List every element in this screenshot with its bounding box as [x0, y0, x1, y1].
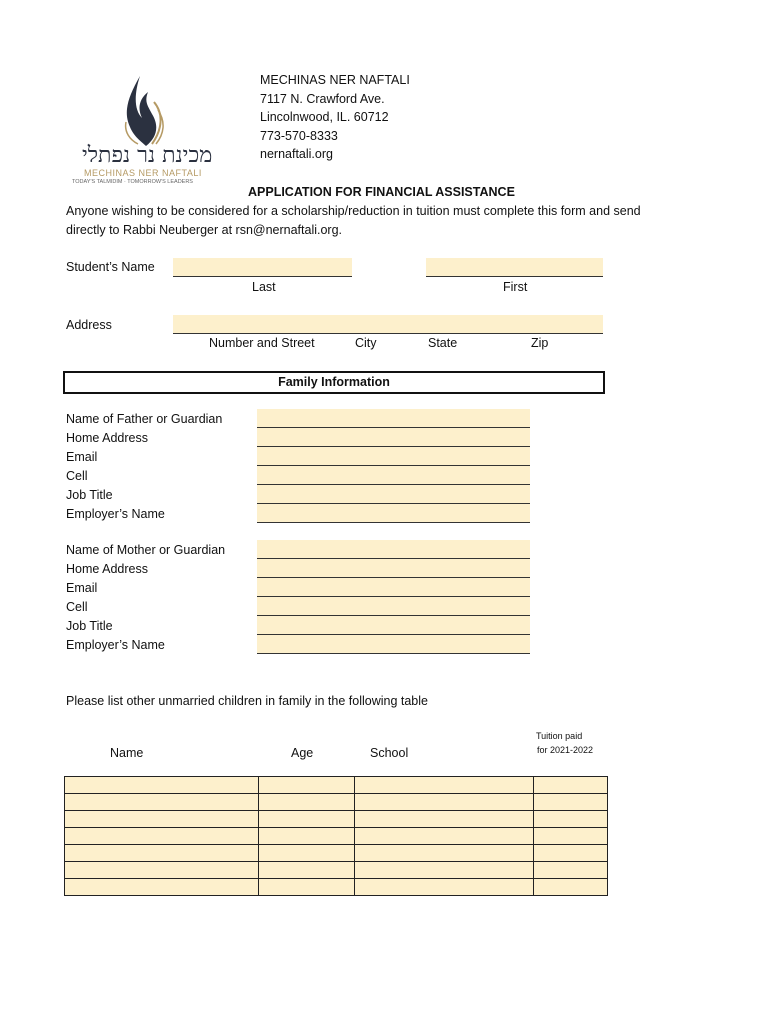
- col-header-tuition-2: for 2021-2022: [537, 745, 594, 755]
- address-field[interactable]: [173, 315, 603, 334]
- field-label: Email: [66, 450, 98, 464]
- field-label: Employer’s Name: [66, 638, 165, 652]
- first-caption: First: [503, 280, 528, 294]
- table-cell[interactable]: [354, 776, 534, 794]
- field-label: Cell: [66, 469, 88, 483]
- field-input[interactable]: [257, 409, 530, 428]
- zip-caption: Zip: [531, 336, 549, 350]
- table-row: [64, 776, 608, 794]
- field-input[interactable]: [257, 635, 530, 654]
- field-label: Name of Mother or Guardian: [66, 543, 226, 557]
- org-city: Lincolnwood, IL. 60712: [260, 110, 389, 124]
- city-caption: City: [355, 336, 377, 350]
- table-row: [64, 810, 608, 828]
- org-phone: 773-570-8333: [260, 128, 338, 143]
- table-cell[interactable]: [64, 810, 259, 828]
- col-header-name: Name: [110, 746, 144, 760]
- table-cell[interactable]: [258, 793, 355, 811]
- table-row: [64, 861, 608, 879]
- table-cell[interactable]: [533, 844, 608, 862]
- flame-logo-icon: [124, 76, 164, 146]
- student-name-label: Student’s Name: [66, 260, 155, 274]
- field-label: Home Address: [66, 562, 148, 576]
- field-input[interactable]: [257, 428, 530, 447]
- table-cell[interactable]: [354, 878, 534, 896]
- table-cell[interactable]: [64, 861, 259, 879]
- table-cell[interactable]: [258, 878, 355, 896]
- table-cell[interactable]: [64, 776, 259, 794]
- table-cell[interactable]: [533, 861, 608, 879]
- field-input[interactable]: [257, 559, 530, 578]
- logo-name: MECHINAS NER NAFTALI: [84, 168, 202, 178]
- table-cell[interactable]: [64, 844, 259, 862]
- field-input[interactable]: [257, 597, 530, 616]
- field-label: Cell: [66, 600, 88, 614]
- table-cell[interactable]: [64, 793, 259, 811]
- table-row: [64, 793, 608, 811]
- table-cell[interactable]: [533, 776, 608, 794]
- field-input[interactable]: [257, 466, 530, 485]
- table-cell[interactable]: [258, 844, 355, 862]
- family-info-header: Family Information: [63, 371, 605, 394]
- page-title: APPLICATION FOR FINANCIAL ASSISTANCE: [248, 185, 515, 199]
- logo-tagline: TODAY'S TALMIDIM · TOMORROW'S LEADERS: [72, 179, 193, 185]
- table-cell[interactable]: [533, 810, 608, 828]
- street-caption: Number and Street: [209, 336, 315, 350]
- field-input[interactable]: [257, 504, 530, 523]
- col-header-school: School: [370, 746, 409, 760]
- table-cell[interactable]: [533, 878, 608, 896]
- table-cell[interactable]: [533, 793, 608, 811]
- last-caption: Last: [252, 280, 276, 294]
- field-label: Email: [66, 581, 98, 595]
- logo: מכינת נר נפתלי MECHINAS NER NAFTALI TODA…: [68, 72, 218, 187]
- col-header-age: Age: [291, 746, 314, 760]
- org-street: 7117 N. Crawford Ave.: [260, 91, 385, 106]
- intro-text-1: Anyone wishing to be considered for a sc…: [66, 204, 641, 218]
- org-name: MECHINAS NER NAFTALI: [260, 73, 410, 87]
- table-cell[interactable]: [354, 810, 534, 828]
- org-address-block: MECHINAS NER NAFTALI 7117 N. Crawford Av…: [260, 71, 410, 164]
- table-cell[interactable]: [258, 776, 355, 794]
- table-cell[interactable]: [354, 793, 534, 811]
- field-label: Job Title: [66, 619, 113, 633]
- field-input[interactable]: [257, 447, 530, 466]
- field-label: Home Address: [66, 431, 148, 445]
- student-first-name-field[interactable]: [426, 258, 603, 277]
- logo-hebrew: מכינת נר נפתלי: [82, 143, 213, 168]
- table-cell[interactable]: [64, 827, 259, 845]
- table-cell[interactable]: [354, 827, 534, 845]
- table-cell[interactable]: [354, 861, 534, 879]
- intro-text-2: directly to Rabbi Neuberger at rsn@nerna…: [66, 223, 343, 237]
- table-cell[interactable]: [533, 827, 608, 845]
- table-cell[interactable]: [354, 844, 534, 862]
- table-cell[interactable]: [258, 861, 355, 879]
- children-table: [64, 776, 608, 896]
- field-input[interactable]: [257, 540, 530, 559]
- children-prompt: Please list other unmarried children in …: [66, 694, 428, 708]
- table-row: [64, 827, 608, 845]
- field-label: Job Title: [66, 488, 113, 502]
- field-input[interactable]: [257, 485, 530, 504]
- field-label: Name of Father or Guardian: [66, 412, 223, 426]
- student-last-name-field[interactable]: [173, 258, 352, 277]
- address-label: Address: [66, 318, 112, 332]
- table-row: [64, 878, 608, 896]
- table-row: [64, 844, 608, 862]
- field-input[interactable]: [257, 616, 530, 635]
- family-info-title: Family Information: [278, 375, 390, 389]
- field-label: Employer’s Name: [66, 507, 165, 521]
- table-cell[interactable]: [258, 810, 355, 828]
- col-header-tuition-1: Tuition paid: [536, 731, 583, 741]
- field-input[interactable]: [257, 578, 530, 597]
- org-website: nernaftali.org: [260, 147, 333, 161]
- table-cell[interactable]: [258, 827, 355, 845]
- state-caption: State: [428, 336, 458, 350]
- table-cell[interactable]: [64, 878, 259, 896]
